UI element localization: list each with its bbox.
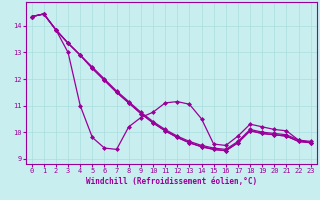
X-axis label: Windchill (Refroidissement éolien,°C): Windchill (Refroidissement éolien,°C) [86,177,257,186]
